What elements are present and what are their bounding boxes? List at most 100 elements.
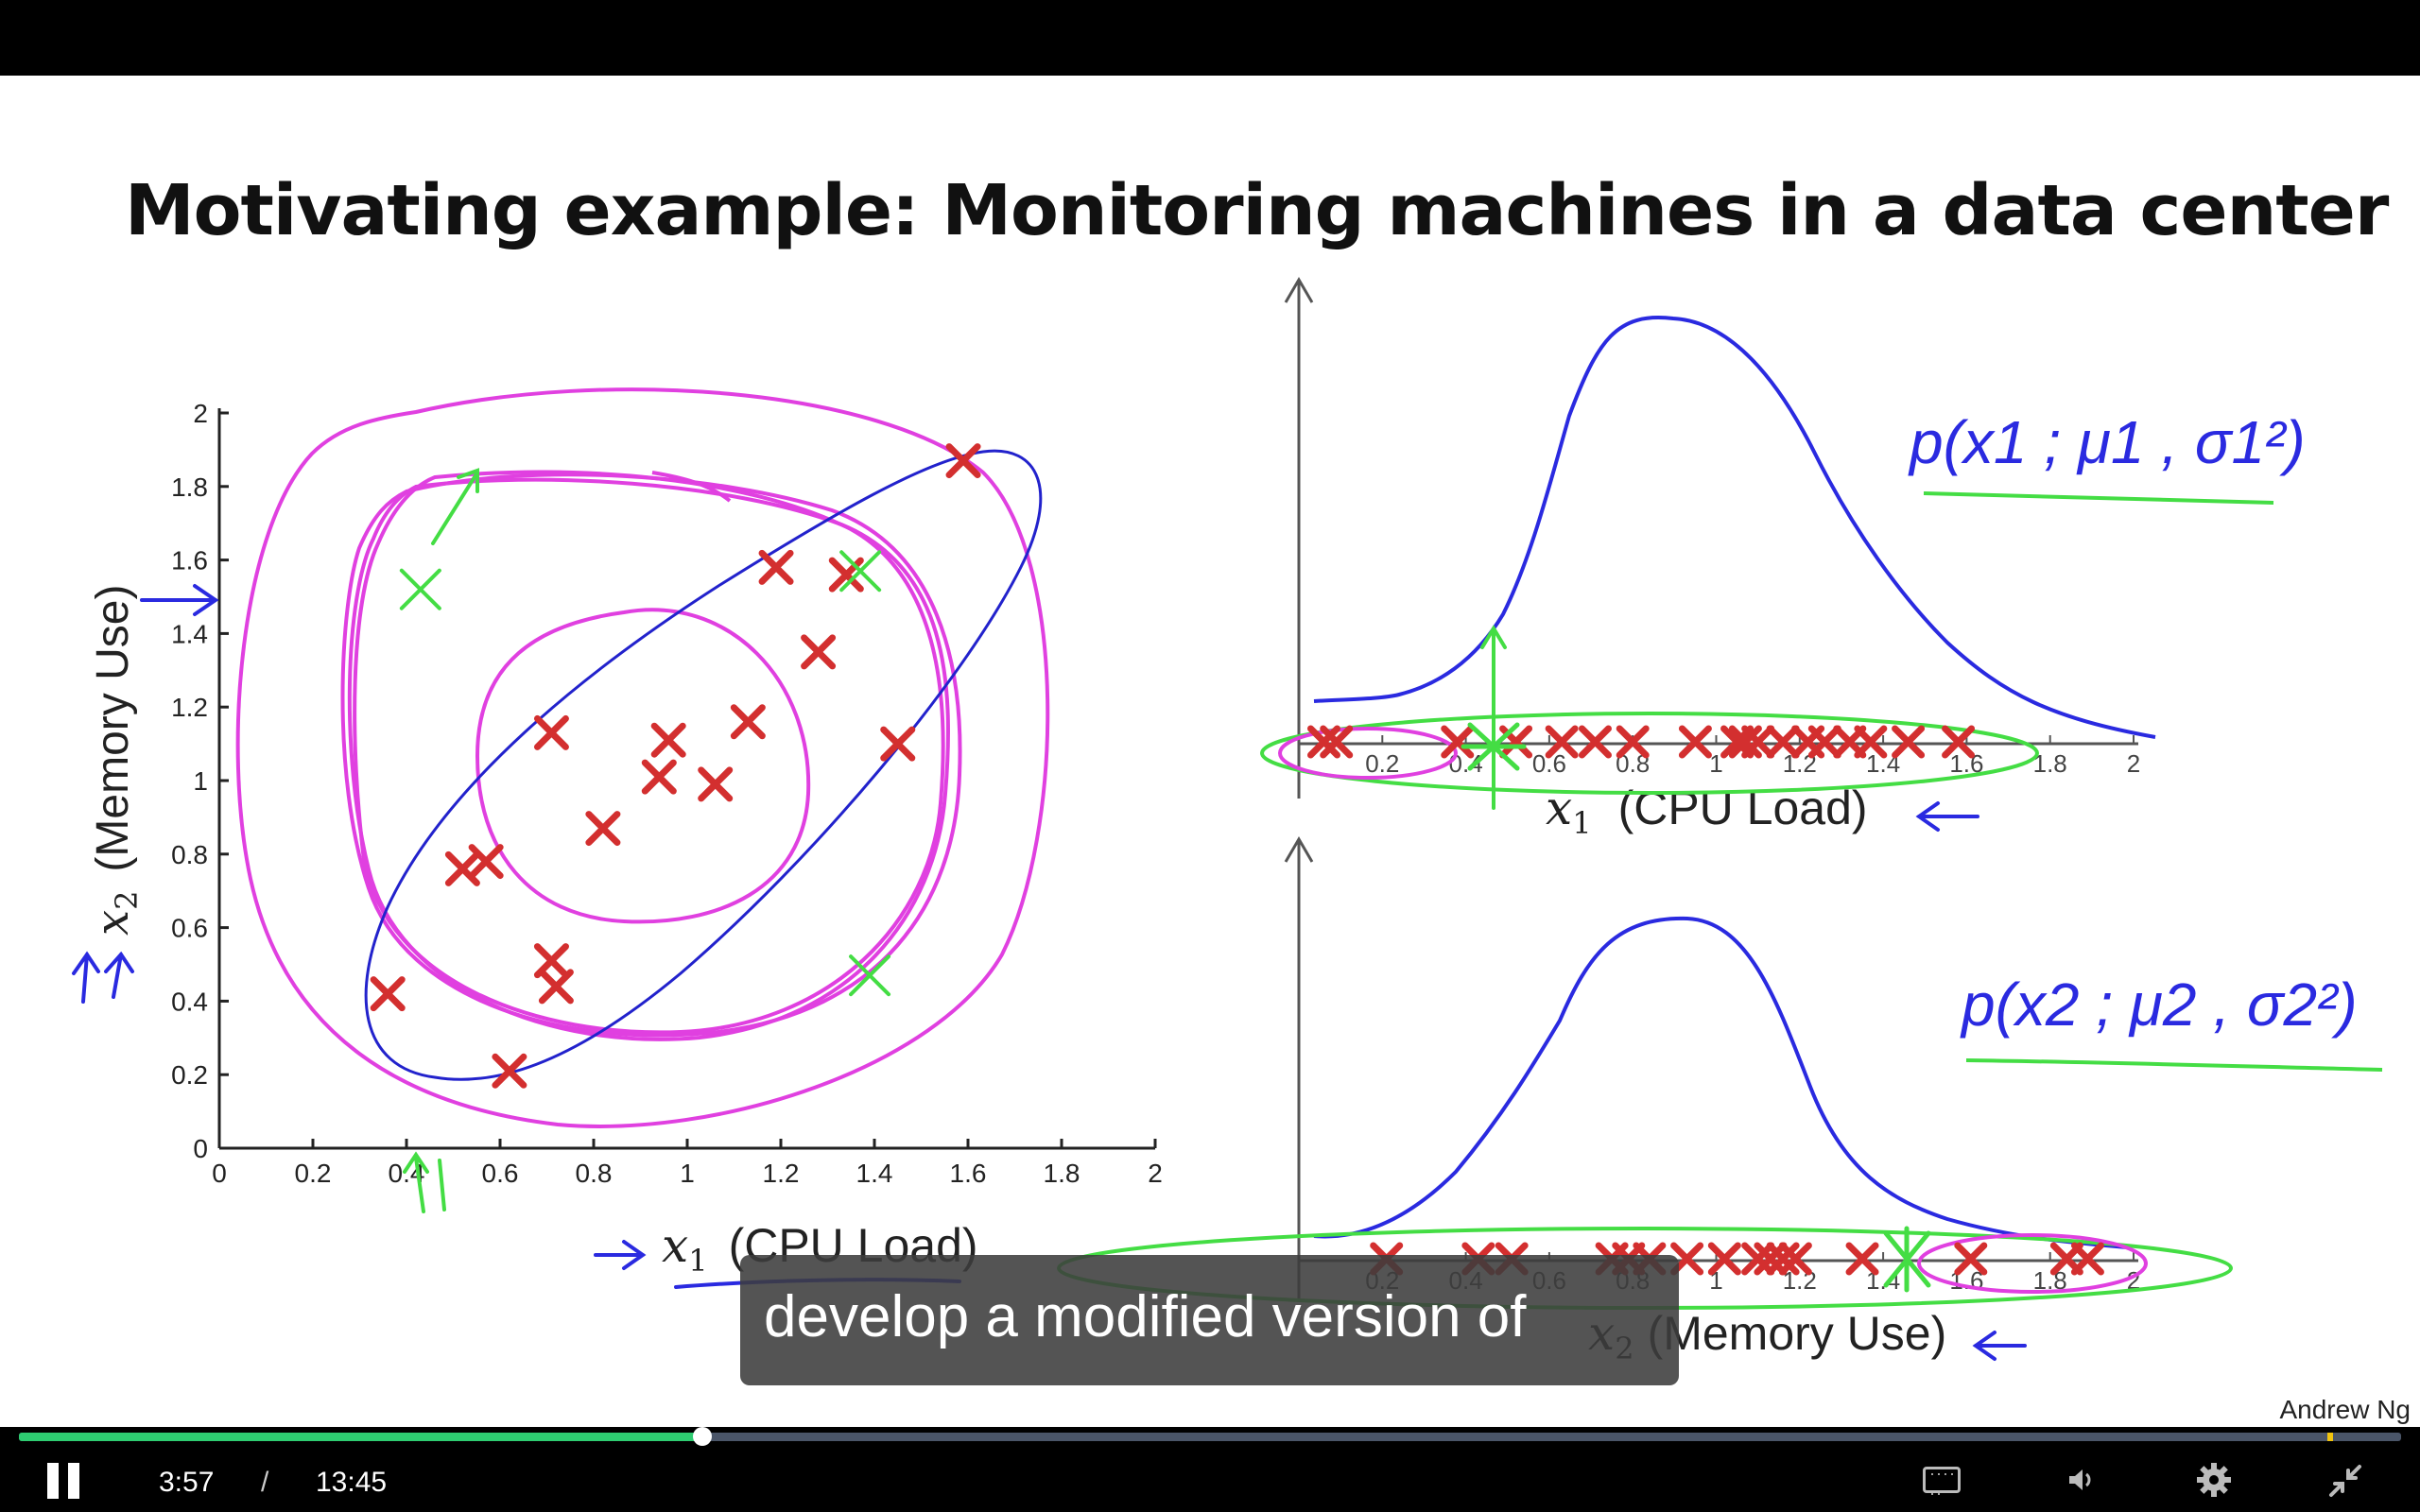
y-tick-label: 0	[193, 1134, 208, 1163]
volume-icon[interactable]	[2066, 1465, 2096, 1495]
anomaly-point	[399, 568, 441, 610]
data-point	[698, 766, 734, 802]
data-point	[1707, 1242, 1741, 1276]
y-tick-label: 0.2	[171, 1060, 208, 1090]
x-tick-label: 0.8	[576, 1159, 613, 1188]
data-point	[801, 634, 837, 670]
data-point	[1766, 725, 1800, 759]
pause-icon[interactable]	[47, 1463, 81, 1499]
contour-middle-a	[340, 472, 962, 1038]
contour-middle-c	[353, 470, 945, 1035]
data-point	[1766, 1242, 1800, 1276]
slide	[0, 76, 2420, 1436]
y-tick-label: 1.2	[171, 693, 208, 722]
y-axis-label: x2(Memory Use)	[86, 585, 145, 936]
data-point	[1320, 725, 1354, 759]
anomaly-point	[839, 550, 882, 593]
data-point	[641, 759, 677, 795]
data-point	[1942, 725, 1976, 759]
data-point	[1741, 1242, 1775, 1276]
progress-marker	[2327, 1433, 2333, 1441]
data-point	[1754, 1242, 1788, 1276]
captions-icon[interactable]	[1923, 1464, 1961, 1503]
y-tick-label: 1.8	[171, 472, 208, 502]
gear-icon[interactable]	[2195, 1461, 2233, 1499]
annotation-p-x2: p(x2 ; μ2 , σ2²)	[1960, 971, 2358, 1039]
data-point	[1545, 725, 1579, 759]
y-tick-label: 0.8	[171, 840, 208, 869]
slide-title: Motivating example: Monitoring machines …	[125, 170, 2389, 251]
density-plot-x1: 0.2 0.4 0.6 0.8 1 1.2 1.4 1.6 1.8 2 x1 (CPU Load) …	[1260, 277, 2306, 841]
x-tick-label: 2	[1148, 1159, 1163, 1188]
data-point	[538, 969, 574, 1005]
scatter-ticks: 0 0.2 0.4 0.6 0.8 1 1.2 1.4 1.6 1.8 200.20.40.60.8…	[171, 399, 1163, 1188]
control-bar	[0, 1427, 2420, 1512]
data-point	[468, 844, 504, 880]
contour-inner	[475, 608, 811, 924]
anomaly-point	[849, 954, 891, 997]
data-point	[1578, 725, 1612, 759]
data-point	[1616, 725, 1650, 759]
x-tick-label: 1	[1709, 749, 1722, 778]
green-anomaly-x2	[1883, 1226, 1931, 1293]
data-point	[758, 549, 794, 585]
data-point	[1892, 725, 1926, 759]
data-point	[945, 443, 981, 479]
x-tick-label: 1	[680, 1159, 695, 1188]
x1-points	[1306, 725, 1976, 759]
x-tick-label: 0.2	[1365, 749, 1399, 778]
data-point	[1741, 725, 1775, 759]
annotation-p-x1: p(x1 ; μ1 , σ1²)	[1908, 408, 2306, 476]
magenta-contours	[235, 387, 1050, 1128]
x-tick-label: 2	[2127, 749, 2140, 778]
data-point	[533, 714, 569, 750]
data-point	[650, 722, 686, 758]
x-tick-label: 0.2	[295, 1159, 332, 1188]
subtitle-box	[740, 1255, 1679, 1385]
y-tick-label: 1.4	[171, 619, 208, 648]
gaussian-curve-x1	[1313, 316, 2156, 739]
data-point	[1441, 725, 1475, 759]
data-point	[492, 1053, 527, 1089]
y-tick-label: 0.4	[171, 987, 208, 1016]
blue-ellipse	[364, 449, 1043, 1081]
exit-fullscreen-icon[interactable]	[2327, 1463, 2363, 1499]
y-tick-label: 1	[193, 766, 208, 796]
data-point	[2070, 1242, 2104, 1276]
x-tick-label: 1.2	[763, 1159, 800, 1188]
gaussian-curve-x2	[1313, 916, 2128, 1249]
x-tick-label: 0.6	[482, 1159, 519, 1188]
total-time: 13:45	[316, 1467, 388, 1498]
progress-fill	[19, 1433, 703, 1441]
contour-outer	[235, 387, 1050, 1128]
data-point	[1778, 1242, 1812, 1276]
x-tick-label: 1.8	[1044, 1159, 1080, 1188]
x-tick-label: 0	[212, 1159, 227, 1188]
data-point	[1954, 1242, 1988, 1276]
contour-middle-b	[347, 477, 950, 1041]
progress-handle[interactable]	[693, 1427, 713, 1446]
x-tick-label: 1.6	[950, 1159, 987, 1188]
data-point	[1854, 725, 1888, 759]
green-arrows	[403, 468, 479, 1213]
y-tick-label: 2	[193, 399, 208, 428]
data-point	[1807, 725, 1841, 759]
time-separator: /	[261, 1467, 269, 1498]
y-tick-label: 1.6	[171, 546, 208, 576]
author-credit: Andrew Ng	[2279, 1395, 2411, 1424]
green-anomaly-x1	[1461, 722, 1527, 771]
data-point	[1728, 725, 1762, 759]
y-tick-label: 0.6	[171, 914, 208, 943]
data-point	[585, 811, 621, 847]
progress-bar[interactable]	[19, 1433, 2401, 1441]
data-point	[730, 704, 766, 740]
subtitle-text: develop a modified version of	[764, 1284, 1527, 1349]
current-time: 3:57	[159, 1467, 215, 1498]
data-point	[1306, 725, 1340, 759]
data-point	[1678, 725, 1712, 759]
data-point	[880, 726, 916, 762]
scatter-points	[370, 443, 981, 1089]
x-tick-label: 1.4	[856, 1159, 893, 1188]
data-point	[370, 976, 406, 1012]
